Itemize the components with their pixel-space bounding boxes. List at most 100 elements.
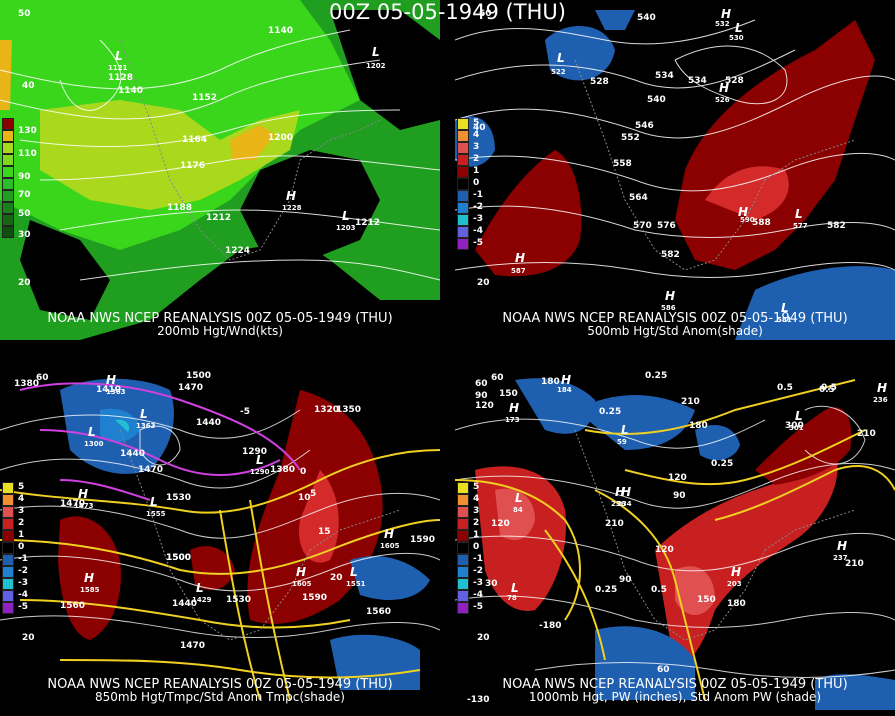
colorbar-tick: -3 [473, 214, 483, 224]
high-center-value: 236 [873, 396, 888, 404]
colorbar-tick: 130 [18, 126, 37, 136]
contour-label: 1500 [186, 371, 211, 381]
low-center: L [557, 51, 565, 65]
low-center: L [196, 581, 204, 595]
map-1000mb: 60 150 180 120 90 0.25 210 180 0.5 0.25 … [455, 370, 895, 710]
low-center-value: 581 [777, 316, 792, 324]
colorbar-tick: -5 [473, 602, 483, 612]
colorbar-tick: 1 [473, 530, 480, 540]
contour-label: 120 [655, 545, 674, 555]
pw-label: 0.5 [777, 383, 793, 393]
contour-label: 1128 [108, 73, 133, 83]
panel-1000mb: 60 150 180 120 90 0.25 210 180 0.5 0.25 … [455, 370, 895, 710]
contour-label: 1188 [167, 203, 192, 213]
contour-label: 540 [637, 13, 656, 23]
low-center-value: 522 [551, 68, 566, 76]
low-center-value: 1551 [346, 580, 366, 588]
map-500mb: 540 528 534 534 528 540 546 552 558 564 … [455, 0, 895, 340]
high-center-value: 1585 [80, 586, 100, 594]
colorbar-tick: 70 [18, 190, 31, 200]
contour-label: 120 [491, 519, 510, 529]
low-center: L [150, 495, 158, 509]
contour-label: 210 [857, 429, 876, 439]
colorbar-tick: -5 [18, 602, 28, 612]
contour-label: 582 [827, 221, 846, 231]
colorbar-tick: 1 [18, 530, 25, 540]
colorbar-tick: 5 [473, 118, 480, 128]
contour-label: 1380 [14, 379, 39, 389]
colorbar-tick: 2 [473, 154, 480, 164]
high-center: H [78, 487, 88, 501]
pw-label: 0.5 [819, 385, 835, 395]
colorbar-tick: 5 [18, 482, 25, 492]
contour-label: 1440 [172, 599, 197, 609]
low-center-value: 1363 [136, 422, 156, 430]
lat-label: -130 [467, 695, 490, 705]
high-center: H [106, 373, 116, 387]
temp-label: 15 [318, 527, 331, 537]
high-center: H [561, 373, 571, 387]
contour-label: 570 [633, 221, 652, 231]
colorbar-tick: 3 [473, 506, 480, 516]
high-center-value: 1473 [74, 502, 94, 510]
high-center-value: 203 [727, 580, 742, 588]
contour-label: 528 [725, 76, 744, 86]
low-center-value: 1202 [366, 62, 386, 70]
high-center-value: 526 [715, 96, 730, 104]
lat-label: 40 [22, 81, 35, 91]
panel-850mb: 1380 1410 1500 1470 1440 1440 1470 1530 … [0, 370, 440, 710]
high-center-value: 1605 [292, 580, 312, 588]
contour-label: 558 [613, 159, 632, 169]
contour-label: 90 [673, 491, 686, 501]
contour-label: 210 [845, 559, 864, 569]
contour-label: 1380 [270, 465, 295, 475]
contour-label: 1560 [60, 601, 85, 611]
panel-caption: NOAA NWS NCEP REANALYSIS 00Z 05-05-1949 … [455, 678, 895, 704]
contour-label: 90 [475, 391, 488, 401]
contour-label: 1440 [120, 449, 145, 459]
low-center: L [795, 207, 803, 221]
contour-label: 210 [681, 397, 700, 407]
map-title: 00Z 05-05-1949 (THU) [329, 0, 566, 24]
colorbar-anomaly: 5 4 3 2 1 0 -1 -2 -3 -4 -5 [2, 482, 28, 614]
contour-label: 1500 [166, 553, 191, 563]
low-center-value: 1203 [336, 224, 356, 232]
high-center: H [621, 485, 631, 499]
pw-label: 0.25 [711, 459, 733, 469]
high-center: H [738, 205, 748, 219]
low-center: L [372, 45, 380, 59]
contour-label: 60 [657, 665, 670, 675]
caption-source: NOAA NWS NCEP REANALYSIS 00Z 05-05-1949 … [47, 311, 393, 326]
contour-label: 1152 [192, 93, 217, 103]
contour-label: 120 [668, 473, 687, 483]
contour-label: 588 [752, 218, 771, 228]
caption-source: NOAA NWS NCEP REANALYSIS 00Z 05-05-1949 … [502, 677, 848, 692]
low-center: L [88, 425, 96, 439]
low-center-value: 1290 [250, 468, 270, 476]
colorbar-tick: 30 [18, 230, 31, 240]
colorbar-wind: 130 110 90 70 50 30 [2, 118, 37, 240]
high-center-value: 586 [661, 304, 676, 312]
pw-label: 0.25 [599, 407, 621, 417]
high-center-value: 236 [611, 500, 626, 508]
low-center-value: 530 [729, 34, 744, 42]
colorbar-tick: -3 [18, 578, 28, 588]
caption-field: 1000mb Hgt, PW (inches), Std Anom PW (sh… [528, 690, 822, 704]
contour-label: 150 [499, 389, 518, 399]
contour-label: 552 [621, 133, 640, 143]
contour-label: 1212 [355, 218, 380, 228]
high-center-value: 237 [833, 554, 848, 562]
contour-label: 528 [590, 77, 609, 87]
low-center-value: 1300 [84, 440, 104, 448]
contour-label: 1590 [302, 593, 327, 603]
high-center-value: 590 [740, 216, 755, 224]
low-center-value: 301 [789, 424, 804, 432]
low-center: L [140, 407, 148, 421]
contour-label: 1560 [366, 607, 391, 617]
contour-label: 1212 [206, 213, 231, 223]
pw-label: 0.5 [821, 383, 837, 393]
colorbar-tick: -1 [473, 554, 483, 564]
colorbar-tick: -2 [473, 566, 483, 576]
lat-label: 40 [473, 123, 486, 133]
contour-label: 180 [727, 599, 746, 609]
